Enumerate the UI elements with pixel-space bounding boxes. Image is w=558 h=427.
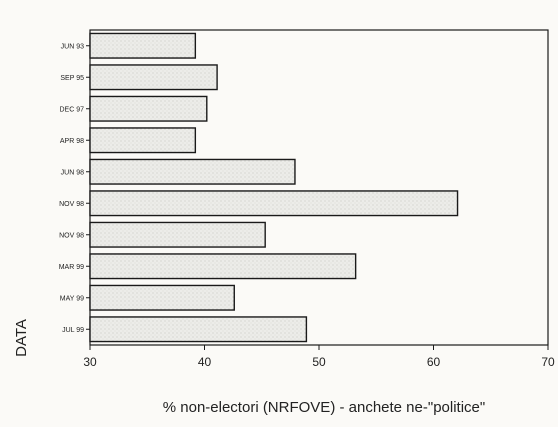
category-label: NOV 98 [59,232,84,239]
category-label: MAY 99 [60,295,84,302]
bar [89,158,296,185]
category-label: JUN 98 [61,169,84,176]
x-ticks-group: 30 40 50 60 70 [83,345,555,369]
x-tick-label: 50 [312,355,326,369]
bar [89,127,197,154]
bar [89,316,308,343]
category-label: DEC 97 [59,106,84,113]
category-label: JUN 93 [61,43,84,50]
category-label: NOV 98 [59,201,84,208]
x-tick-label: 70 [541,355,555,369]
category-label: MAR 99 [59,264,84,271]
category-label: JUL 99 [62,327,84,334]
y-axis-title: DATA [13,319,30,357]
bar [89,32,197,59]
x-axis-title: % non-electori (NRFOVE) - anchete ne-"po… [163,399,485,416]
x-tick-label: 60 [427,355,441,369]
bar [89,95,208,122]
x-tick-label: 30 [83,355,97,369]
bars-group [89,32,459,343]
category-labels-group: JUN 93 SEP 95 DEC 97 APR 98 JUN 98 NOV 98 NOV … [59,43,90,334]
bar [89,253,357,280]
bar [89,64,218,91]
x-tick-label: 40 [198,355,212,369]
bar [89,284,235,311]
bar [89,190,459,217]
bar [89,221,266,248]
category-label: APR 98 [60,138,84,145]
category-label: SEP 95 [60,75,84,82]
